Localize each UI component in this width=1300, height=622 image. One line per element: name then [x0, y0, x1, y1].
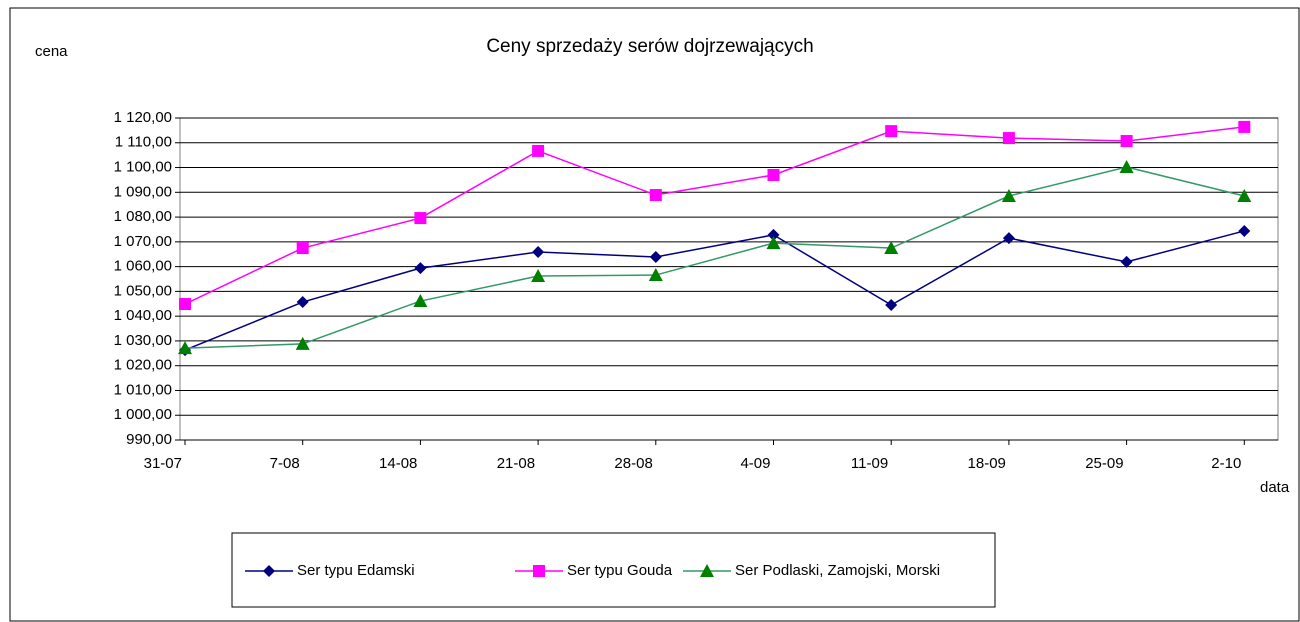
data-point: [649, 250, 662, 263]
x-tick-label: 11-09: [851, 455, 888, 472]
y-tick-label: 1 090,00: [114, 183, 172, 200]
y-tick-label: 1 040,00: [114, 307, 172, 324]
series-line: [184, 126, 1245, 305]
x-tick-label: 18-09: [968, 455, 1006, 472]
x-tick-label: 25-09: [1085, 455, 1123, 472]
x-tick-label: 21-08: [497, 455, 535, 472]
data-point: [179, 298, 191, 311]
legend-label: Ser Podlaski, Zamojski, Morski: [735, 562, 940, 579]
y-tick-label: 1 020,00: [114, 357, 172, 374]
y-tick-label: 1 100,00: [114, 159, 172, 176]
data-point: [766, 236, 781, 250]
data-point: [295, 336, 310, 350]
data-point: [885, 125, 898, 138]
data-point: [414, 262, 427, 275]
data-point: [1002, 232, 1015, 245]
y-tick-label: 1 030,00: [114, 332, 172, 349]
data-point: [1238, 120, 1251, 133]
data-point: [532, 144, 545, 157]
legend-marker: [533, 565, 545, 577]
data-point: [414, 212, 427, 225]
y-tick-label: 1 060,00: [114, 258, 172, 275]
data-point: [1001, 189, 1016, 203]
legend-marker: [700, 564, 714, 577]
data-point: [1119, 160, 1134, 174]
data-point: [1238, 224, 1251, 237]
x-tick-label: 4-09: [740, 455, 770, 472]
data-point: [649, 189, 662, 202]
x-axis-label: data: [1260, 479, 1290, 496]
y-tick-label: 1 110,00: [115, 134, 172, 151]
legend-label: Ser typu Gouda: [567, 562, 673, 579]
data-point: [532, 246, 545, 259]
data-point: [296, 242, 309, 255]
data-point: [648, 268, 663, 282]
x-tick-label: 31-07: [144, 455, 182, 472]
data-point: [296, 296, 309, 309]
series-line: [184, 230, 1245, 351]
y-tick-label: 1 000,00: [114, 406, 172, 423]
data-point: [1237, 189, 1252, 203]
data-point: [884, 241, 899, 255]
data-point: [531, 269, 546, 283]
data-point: [1120, 135, 1133, 148]
series-line: [184, 166, 1245, 349]
x-tick-label: 14-08: [379, 455, 417, 472]
data-point: [885, 299, 898, 312]
y-tick-label: 990,00: [126, 431, 172, 448]
y-axis-label: cena: [35, 43, 68, 60]
data-point: [767, 168, 780, 181]
data-point: [1120, 255, 1133, 268]
data-point: [1002, 132, 1015, 145]
data-point: [413, 294, 428, 308]
legend-marker: [263, 565, 275, 577]
legend-box: [231, 532, 996, 608]
y-tick-label: 1 050,00: [114, 282, 172, 299]
data-point: [178, 341, 192, 355]
legend-label: Ser typu Edamski: [297, 562, 415, 579]
y-tick-label: 1 120,00: [114, 109, 172, 126]
x-tick-label: 7-08: [270, 455, 300, 472]
chart-border: [9, 7, 1300, 622]
x-tick-label: 28-08: [614, 455, 652, 472]
y-tick-label: 1 080,00: [114, 208, 172, 225]
data-point: [767, 228, 780, 241]
x-tick-label: 2-10: [1211, 455, 1241, 472]
y-tick-label: 1 070,00: [114, 233, 172, 250]
y-tick-label: 1 010,00: [114, 381, 172, 398]
chart-title: Ceny sprzedaży serów dojrzewających: [486, 36, 813, 57]
